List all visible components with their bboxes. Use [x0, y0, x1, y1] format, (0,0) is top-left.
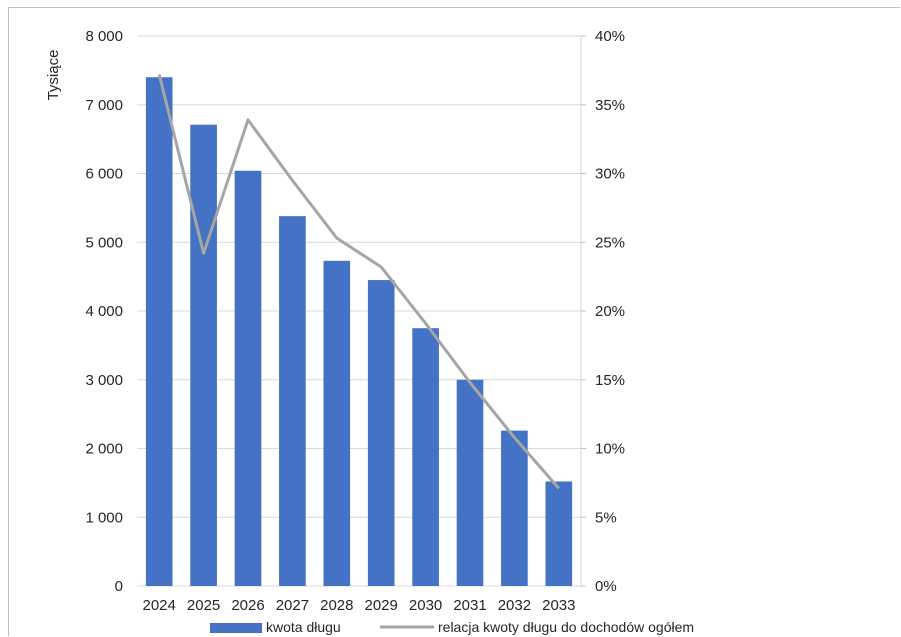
- bar: [234, 170, 262, 586]
- bar: [279, 216, 306, 586]
- x-tick-label: 2030: [409, 597, 442, 614]
- x-tick-label: 2031: [453, 597, 486, 614]
- x-tick-label: 2029: [365, 597, 398, 614]
- y2-tick-label: 20%: [595, 303, 625, 320]
- chart-frame: [8, 7, 900, 636]
- y-tick-label: 2 000: [85, 441, 123, 458]
- y-tick-label: 3 000: [85, 372, 123, 389]
- left-axis: 0 1 000 2 000 3 000 4 000 5 000 6 000 7 000 8 00…: [85, 28, 123, 595]
- y2-tick-label: 15%: [595, 372, 625, 389]
- y2-tick-label: 5%: [595, 509, 617, 526]
- x-tick-label: 2027: [276, 597, 309, 614]
- y-tick-label: 4 000: [85, 303, 123, 320]
- y2-tick-label: 10%: [595, 441, 625, 458]
- y-tick-label: 8 000: [85, 28, 123, 45]
- y2-tick-label: 35%: [595, 97, 625, 114]
- x-tick-label: 2032: [498, 597, 531, 614]
- bar: [367, 280, 395, 586]
- bar: [501, 430, 528, 586]
- bar-series: [145, 77, 573, 586]
- bar: [412, 328, 439, 586]
- legend-label-line: relacja kwoty długu do dochodów ogółem: [438, 619, 694, 635]
- x-tick-label: 2026: [231, 597, 264, 614]
- x-tick-label: 2033: [542, 597, 575, 614]
- y-tick-label: 0: [115, 578, 123, 595]
- x-tick-label: 2025: [187, 597, 220, 614]
- y2-tick-label: 30%: [595, 166, 625, 183]
- x-tick-label: 2024: [143, 597, 176, 614]
- legend: kwota długu relacja kwoty długu do docho…: [210, 619, 694, 635]
- y-tick-label: 1 000: [85, 509, 123, 526]
- bar: [145, 77, 173, 586]
- legend-swatch-bar: [210, 623, 262, 633]
- y-tick-label: 7 000: [85, 97, 123, 114]
- bar: [190, 124, 217, 586]
- line-series: [157, 74, 560, 490]
- bar: [545, 481, 573, 586]
- right-axis: 0% 5% 10% 15% 20% 25% 30% 35% 40%: [580, 28, 625, 595]
- y-tick-label: 5 000: [85, 234, 123, 251]
- legend-label-bar: kwota długu: [266, 619, 341, 635]
- y2-tick-label: 0%: [595, 578, 617, 595]
- line-path: [157, 74, 560, 490]
- y-tick-label: 6 000: [85, 166, 123, 183]
- x-axis: 2024 2025 2026 2027 2028 2029 2030 2031 2032 2033: [143, 597, 576, 614]
- y2-tick-label: 40%: [595, 28, 625, 45]
- bar: [323, 260, 351, 586]
- gridlines: [137, 35, 581, 587]
- y-axis-title: Tysiące: [45, 50, 62, 101]
- y2-tick-label: 25%: [595, 234, 625, 251]
- x-tick-label: 2028: [320, 597, 353, 614]
- bar: [456, 379, 484, 586]
